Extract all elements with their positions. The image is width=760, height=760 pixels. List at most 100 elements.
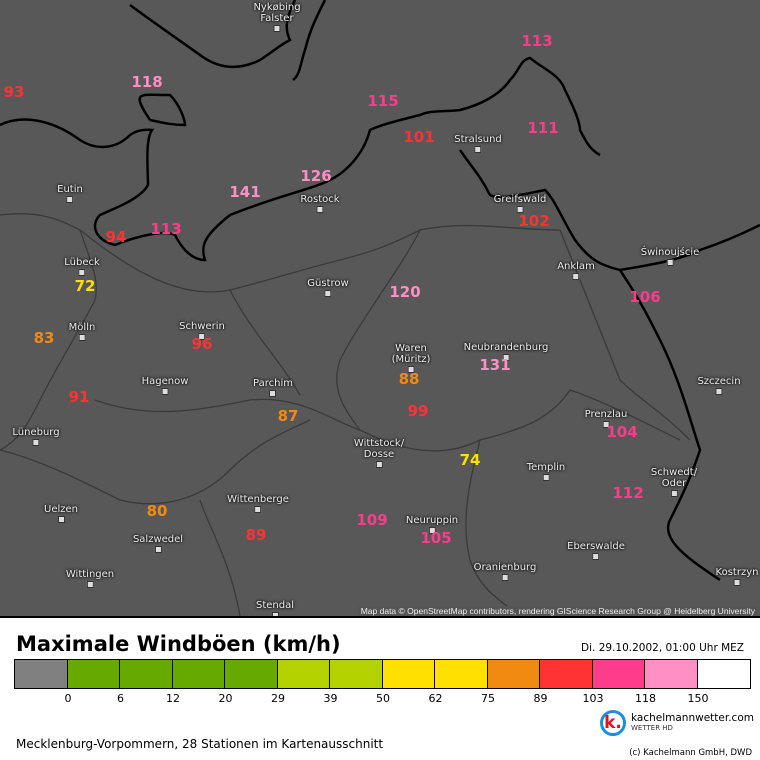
city-label: Rostock — [300, 194, 340, 213]
scale-swatch — [225, 660, 278, 688]
station-gust-value[interactable]: 89 — [245, 526, 267, 544]
city-name: Schwedt/ Oder — [650, 467, 698, 489]
scale-tick-label: 118 — [635, 692, 656, 705]
city-label: Eutin — [57, 184, 83, 203]
city-marker-icon — [733, 579, 741, 586]
city-marker-icon — [32, 439, 40, 446]
city-name: Parchim — [253, 378, 293, 389]
city-marker-icon — [375, 461, 383, 468]
city-marker-icon — [254, 506, 262, 513]
station-gust-value[interactable]: 80 — [146, 502, 168, 520]
station-gust-value[interactable]: 111 — [527, 119, 559, 137]
city-marker-icon — [86, 581, 94, 588]
scale-tick-label: 75 — [481, 692, 495, 705]
city-name: Eutin — [57, 184, 83, 195]
city-marker-icon — [271, 612, 279, 616]
scale-swatch — [172, 660, 225, 688]
station-gust-value[interactable]: 91 — [68, 388, 90, 406]
city-marker-icon — [516, 206, 524, 213]
station-gust-value[interactable]: 105 — [420, 529, 452, 547]
station-gust-value[interactable]: 87 — [277, 407, 299, 425]
station-gust-value[interactable]: 106 — [629, 288, 661, 306]
scale-swatch — [15, 660, 68, 688]
city-marker-icon — [66, 196, 74, 203]
station-gust-value[interactable]: 131 — [479, 356, 511, 374]
city-name: Salzwedel — [132, 534, 184, 545]
scale-swatch — [540, 660, 593, 688]
station-gust-value[interactable]: 109 — [356, 511, 388, 529]
city-marker-icon — [602, 421, 610, 428]
city-marker-icon — [407, 366, 415, 373]
station-gust-value[interactable]: 118 — [131, 73, 163, 91]
station-gust-value[interactable]: 74 — [459, 451, 481, 469]
station-gust-value[interactable]: 141 — [229, 183, 261, 201]
station-gust-value[interactable]: 102 — [518, 212, 550, 230]
scale-tick-label: 29 — [271, 692, 285, 705]
city-name: Lüneburg — [12, 427, 60, 438]
city-name: Eberswalde — [567, 541, 625, 552]
station-gust-value[interactable]: 101 — [403, 128, 435, 146]
city-name: Nykøbing Falster — [253, 2, 301, 24]
city-label: Greifswald — [494, 194, 546, 213]
city-marker-icon — [542, 474, 550, 481]
city-name: Rostock — [300, 194, 340, 205]
city-name: Stralsund — [454, 134, 502, 145]
city-marker-icon — [670, 490, 678, 497]
city-marker-icon — [324, 290, 332, 297]
station-gust-value[interactable]: 104 — [606, 423, 638, 441]
station-gust-value[interactable]: 99 — [407, 402, 429, 420]
copyright: (c) Kachelmann GmbH, DWD — [629, 748, 752, 758]
city-name: Szczecin — [697, 376, 741, 387]
scale-tick-label: 39 — [323, 692, 338, 705]
station-gust-value[interactable]: 126 — [300, 167, 332, 185]
legend-date: Di. 29.10.2002, 01:00 Uhr MEZ — [581, 642, 744, 654]
city-label: Wittenberge — [227, 494, 289, 513]
city-name: Templin — [526, 462, 566, 473]
city-label: Hagenow — [141, 376, 189, 395]
city-name: Wittstock/ Dosse — [353, 438, 405, 460]
city-marker-icon — [501, 574, 509, 581]
city-label: Wittingen — [66, 569, 114, 588]
station-gust-value[interactable]: 94 — [105, 228, 127, 246]
scale-swatch — [330, 660, 383, 688]
city-marker-icon — [666, 259, 674, 266]
city-name: Neuruppin — [405, 515, 459, 526]
city-name: Kostrzyn — [715, 567, 759, 578]
city-label: Kostrzyn — [715, 567, 759, 586]
city-marker-icon — [198, 333, 206, 340]
map-attribution[interactable]: Map data © OpenStreetMap contributors, r… — [357, 606, 758, 616]
city-label: Anklam — [557, 261, 595, 280]
city-marker-icon — [154, 546, 162, 553]
station-gust-value[interactable]: 113 — [521, 32, 553, 50]
city-label: Templin — [526, 462, 566, 481]
scale-swatch — [277, 660, 330, 688]
station-gust-value[interactable]: 120 — [389, 283, 421, 301]
city-label: Waren (Müritz) — [392, 343, 430, 373]
station-gust-value[interactable]: 83 — [33, 329, 55, 347]
city-label: Stralsund — [454, 134, 502, 153]
scale-tick-label: 12 — [166, 692, 180, 705]
station-gust-value[interactable]: 113 — [150, 220, 182, 238]
scale-swatch — [697, 660, 750, 688]
city-marker-icon — [428, 527, 436, 534]
scale-tick-label: 89 — [533, 692, 548, 705]
scale-swatch — [67, 660, 120, 688]
city-label: Neuruppin — [406, 515, 458, 534]
scale-swatch — [382, 660, 435, 688]
city-name: Hagenow — [141, 376, 189, 387]
station-gust-value[interactable]: 112 — [612, 484, 644, 502]
station-gust-value[interactable]: 93 — [3, 83, 25, 101]
scale-tick-label: 103 — [582, 692, 604, 705]
station-gust-value[interactable]: 72 — [74, 277, 96, 295]
color-scale — [14, 659, 751, 689]
city-name: Świnoujście — [640, 247, 700, 258]
station-gust-value[interactable]: 115 — [367, 92, 399, 110]
station-gust-value[interactable]: 88 — [398, 370, 420, 388]
scale-tick-label: 20 — [218, 692, 233, 705]
station-gust-value[interactable]: 96 — [191, 335, 213, 353]
city-name: Mölln — [68, 322, 96, 333]
wind-gust-map[interactable]: Nykøbing Falster Eutin Lübeck Rostock Güstro… — [0, 0, 760, 618]
kachelmann-logo[interactable]: k. kachelmannwetter.com WETTER HD — [600, 710, 754, 736]
city-marker-icon — [273, 25, 281, 32]
scale-swatch — [645, 660, 698, 688]
